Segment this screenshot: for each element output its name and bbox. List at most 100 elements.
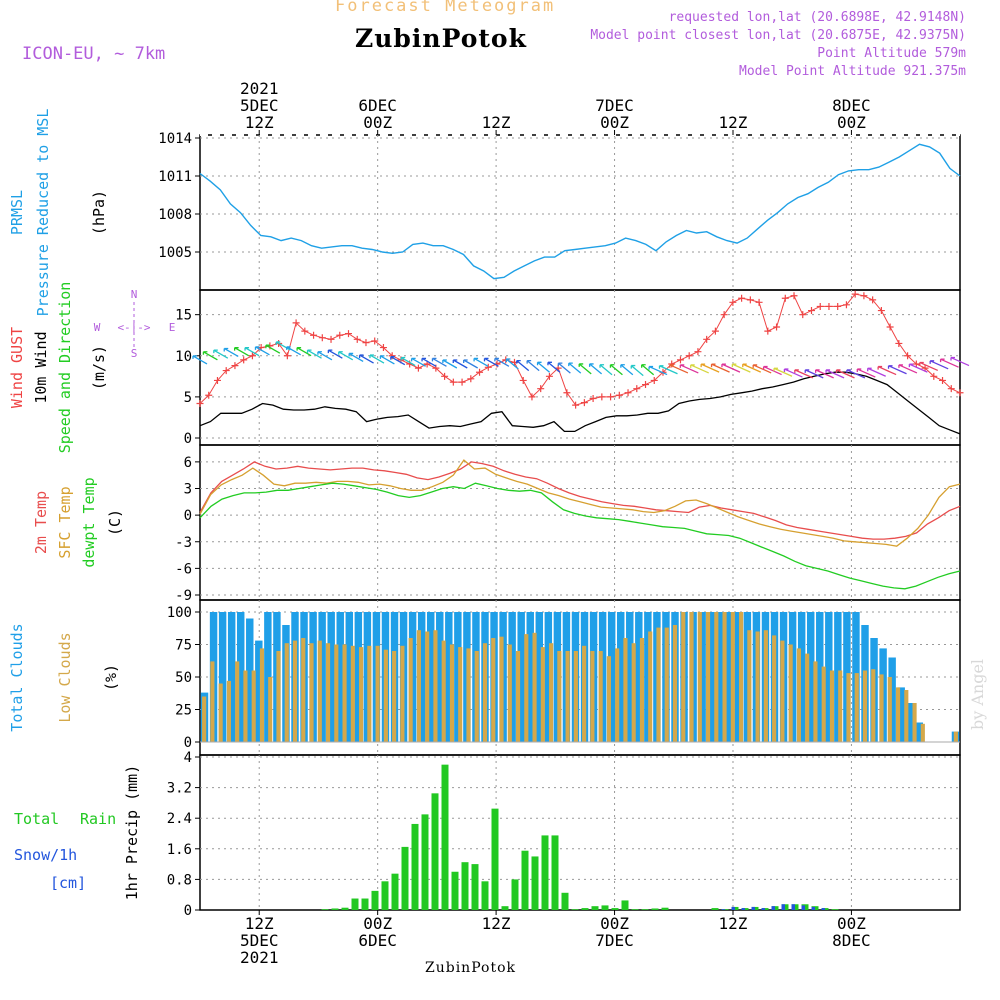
low-cloud-bar: [251, 670, 256, 742]
bottom-time-label: 2021: [240, 948, 279, 967]
gust-marker: [301, 327, 309, 335]
pressure-line: [199, 143, 961, 280]
rain-bar: [431, 793, 439, 910]
total-cloud-bar: [698, 612, 706, 742]
low-cloud-bar: [598, 651, 603, 742]
low-cloud-bar: [887, 677, 892, 742]
low-cloud-bar: [425, 631, 430, 742]
y-tick-label: 0.8: [167, 872, 192, 888]
total-cloud-bar: [246, 618, 254, 742]
wind-direction-arrow: [557, 362, 571, 374]
panel-unit-clouds: (%): [102, 664, 120, 691]
top-time-label: 8DEC: [832, 96, 871, 115]
rain-bar: [401, 846, 409, 910]
low-cloud-bar: [846, 673, 851, 742]
panel-frame-pressure: [199, 134, 961, 291]
gust-marker: [519, 376, 527, 384]
gust-marker: [615, 391, 623, 399]
wind-direction-arrow: [929, 360, 949, 370]
top-time-label: 00Z: [363, 113, 392, 132]
low-cloud-bar: [639, 638, 645, 742]
wind-direction-arrow: [804, 369, 824, 379]
chart-title: Forecast Meteogram: [335, 0, 556, 16]
low-cloud-bar: [515, 651, 521, 742]
gust-marker: [842, 301, 850, 309]
low-cloud-bar: [705, 612, 711, 742]
gust-marker: [624, 389, 632, 397]
requested-coords: requested lon,lat (20.6898E, 42.9148N): [668, 10, 966, 25]
rain-bar: [491, 808, 499, 910]
wind-speed-line: [199, 371, 961, 435]
gust-marker: [213, 376, 221, 384]
wind-direction-arrow: [192, 355, 208, 365]
gust-marker: [449, 378, 457, 386]
low-cloud-bar: [722, 612, 727, 742]
gust-marker: [484, 363, 492, 371]
wind-direction-arrow: [710, 363, 730, 373]
gust-marker: [205, 391, 213, 399]
gust-marker: [248, 352, 256, 360]
total-cloud-bar: [436, 612, 444, 742]
low-cloud-bar: [334, 644, 339, 742]
total-cloud-bar: [707, 612, 715, 742]
y-tick-label: 4: [184, 750, 192, 766]
temp-dewpt-line: [199, 482, 961, 590]
low-cloud-bar: [871, 669, 876, 742]
rain-bar: [511, 879, 519, 910]
wind-direction-arrow: [400, 356, 416, 367]
total-cloud-bar: [354, 612, 363, 742]
wind-direction-arrow: [825, 369, 845, 379]
total-cloud-bar: [336, 612, 344, 742]
low-cloud-bar: [235, 661, 240, 742]
y-tick-label: 3.2: [167, 781, 192, 797]
low-cloud-bar: [350, 645, 355, 742]
gust-marker: [799, 311, 807, 319]
y-tick-label: 1.6: [167, 842, 192, 858]
temp-2m-line: [199, 461, 961, 540]
rain-bar: [631, 909, 639, 910]
gust-marker: [764, 327, 772, 335]
bottom-time-label: 5DEC: [240, 931, 279, 950]
top-time-label: 6DEC: [358, 96, 397, 115]
gust-line: [199, 293, 961, 406]
wind-direction-arrow: [410, 357, 426, 367]
rain-bar: [521, 850, 529, 910]
wind-direction-arrow: [473, 357, 489, 367]
top-time-label: 2021: [240, 79, 279, 98]
rain-bar: [461, 862, 469, 910]
gust-marker: [956, 389, 964, 397]
low-cloud-bar: [549, 643, 554, 742]
top-time-label: 12Z: [482, 113, 511, 132]
low-cloud-bar: [747, 630, 752, 742]
low-cloud-bar: [433, 630, 438, 742]
wind-direction-arrow: [846, 369, 866, 379]
y-tick-label: 15: [175, 308, 192, 324]
gust-marker: [528, 393, 536, 401]
low-cloud-bar: [829, 670, 835, 742]
low-cloud-bar: [392, 651, 397, 742]
low-cloud-bar: [772, 635, 777, 742]
compass-s: S: [131, 347, 138, 360]
gust-marker: [589, 395, 597, 403]
low-cloud-bar: [672, 625, 678, 742]
snow-bar: [731, 906, 735, 910]
gust-marker: [196, 399, 204, 407]
station-name: ZubinPotok: [355, 24, 527, 53]
y-tick-label: 5: [184, 390, 192, 406]
y-tick-label: -6: [175, 561, 192, 577]
y-tick-label: 75: [175, 638, 192, 654]
gust-marker: [807, 307, 815, 315]
point-altitude: Point Altitude 579m: [817, 46, 966, 61]
gust-marker: [825, 302, 833, 310]
rain-bar: [831, 909, 839, 910]
low-cloud-bar: [681, 612, 686, 742]
low-cloud-bar: [755, 631, 760, 742]
total-cloud-bar: [236, 612, 245, 742]
top-time-label: 12Z: [245, 113, 274, 132]
total-cloud-bar: [635, 612, 643, 742]
snow-bar: [791, 904, 795, 910]
low-cloud-bar: [458, 647, 463, 742]
y-tick-label: 50: [175, 670, 192, 686]
low-cloud-bar: [400, 645, 405, 742]
panel-label-pressure-1: Pressure Reduced to MSL: [34, 109, 52, 317]
